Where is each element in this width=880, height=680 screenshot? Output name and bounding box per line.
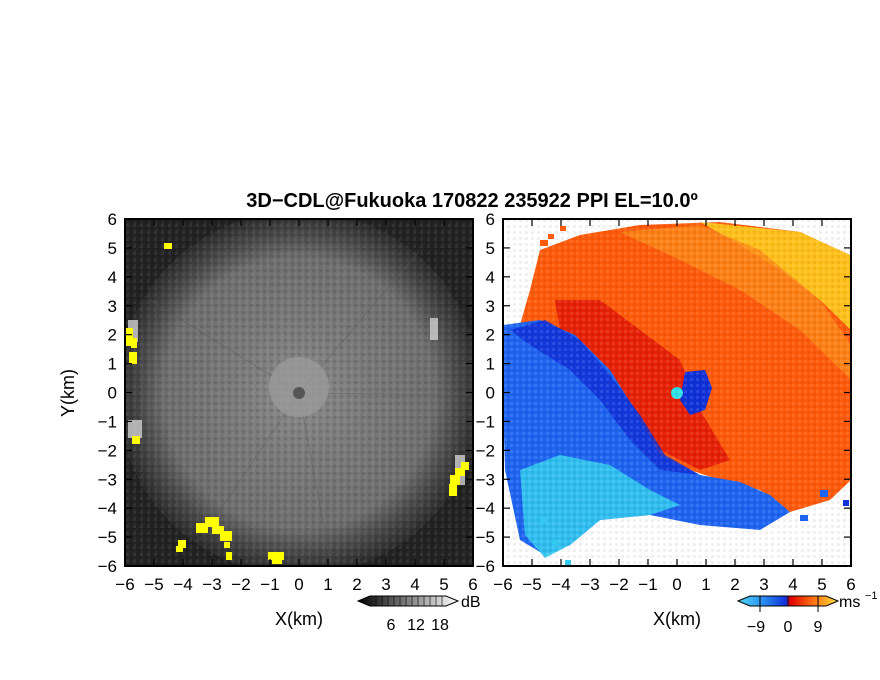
x-tick-label: 4: [410, 575, 419, 594]
x-tick-label: −3: [580, 575, 599, 594]
x-axis-label-left: X(km): [275, 609, 323, 629]
velocity-colorbar-tick: 0: [784, 619, 793, 636]
velocity-panel: −6 −5 −4 −3 −2 −1 0 1 2 3 4 5 6 6 5 4 3 2 1 0 −1 −2 −3 −4 −5 −6: [476, 210, 856, 594]
y-tick-label: 4: [108, 268, 117, 287]
reflectivity-colorbar-tick: 6: [387, 617, 396, 634]
radar-site-marker: [293, 387, 305, 399]
y-tick-label: −3: [476, 470, 495, 489]
x-tick-label: −6: [115, 575, 134, 594]
y-tick-label: −3: [98, 470, 117, 489]
y-tick-label: 5: [486, 239, 495, 258]
x-tick-label: −1: [260, 575, 279, 594]
y-tick-label: −2: [98, 441, 117, 460]
y-tick-label: 5: [108, 239, 117, 258]
velocity-colorbar-unit: ms: [839, 594, 860, 611]
velocity-edge-speckles: [540, 226, 849, 565]
velocity-speckle: [503, 219, 851, 566]
y-tick-label: 6: [108, 210, 117, 229]
reflectivity-colorbar-tick: 12: [407, 617, 425, 634]
reflectivity-colorbar-segments: [375, 596, 443, 606]
x-tick-label: 0: [672, 575, 681, 594]
y-tick-label: 0: [486, 384, 495, 403]
y-tick-label: −4: [98, 499, 117, 518]
x-tick-label: 1: [323, 575, 332, 594]
x-axis-label-right: X(km): [653, 609, 701, 629]
y-tick-label: −2: [476, 441, 495, 460]
y-tick-label: 3: [108, 297, 117, 316]
y-tick-label: −1: [476, 412, 495, 431]
x-tick-label: 3: [381, 575, 390, 594]
y-tick-label: 1: [486, 355, 495, 374]
y-tick-label: 6: [486, 210, 495, 229]
x-tick-label: 5: [439, 575, 448, 594]
x-tick-label: 0: [294, 575, 303, 594]
y-tick-label: 2: [486, 326, 495, 345]
x-tick-label: 4: [788, 575, 797, 594]
x-tick-label: −6: [493, 575, 512, 594]
figure-title: 3D−CDL@Fukuoka 170822 235922 PPI EL=10.0…: [246, 190, 698, 212]
y-tick-label: −6: [476, 557, 495, 576]
x-tick-label: 1: [701, 575, 710, 594]
y-tick-label: 2: [108, 326, 117, 345]
reflectivity-yellow-clutter: [126, 243, 469, 564]
x-tick-label: −2: [609, 575, 628, 594]
x-tick-label: −1: [638, 575, 657, 594]
x-tick-label: 6: [468, 575, 477, 594]
y-axis-label: Y(km): [58, 369, 78, 417]
reflectivity-colorbar: dB 6 12 18: [356, 594, 481, 634]
velocity-colorbar-tick: −9: [747, 619, 765, 636]
velocity-colorbar-tick: 9: [814, 619, 823, 636]
x-tick-label: −5: [144, 575, 163, 594]
x-tick-label: −5: [522, 575, 541, 594]
x-tick-label: 2: [352, 575, 361, 594]
velocity-colorbar-unit-exponent: −1: [865, 590, 878, 602]
reflectivity-colorbar-body: [356, 595, 460, 607]
reflectivity-colorbar-unit: dB: [461, 594, 481, 611]
x-tick-label: 6: [846, 575, 855, 594]
reflectivity-colorbar-tick: 18: [431, 617, 449, 634]
x-tick-label: 2: [730, 575, 739, 594]
y-tick-label: 0: [108, 384, 117, 403]
y-tick-label: −4: [476, 499, 495, 518]
x-tick-label: −4: [173, 575, 192, 594]
x-tick-label: 3: [759, 575, 768, 594]
velocity-ticks: −6 −5 −4 −3 −2 −1 0 1 2 3 4 5 6 6 5 4 3 2 1 0 −1 −2 −3 −4 −5 −6: [476, 210, 856, 594]
y-tick-label: −5: [476, 528, 495, 547]
y-tick-label: 4: [486, 268, 495, 287]
y-tick-label: −5: [98, 528, 117, 547]
x-tick-label: −3: [202, 575, 221, 594]
velocity-colorbar: ms −1 −9 0 9: [736, 590, 878, 636]
y-tick-label: 3: [486, 297, 495, 316]
y-tick-label: −1: [98, 412, 117, 431]
x-tick-label: −2: [231, 575, 250, 594]
reflectivity-panel: −6 −5 −4 −3 −2 −1 0 1 2 3 4 5 6 6 5 4 3 2 1 0 −1 −2 −3 −4 −5 −6: [98, 210, 478, 594]
y-tick-label: 1: [108, 355, 117, 374]
x-tick-label: −4: [551, 575, 570, 594]
x-tick-label: 5: [817, 575, 826, 594]
reflectivity-ticks: −6 −5 −4 −3 −2 −1 0 1 2 3 4 5 6 6 5 4 3 2 1 0 −1 −2 −3 −4 −5 −6: [98, 210, 478, 594]
y-tick-label: −6: [98, 557, 117, 576]
